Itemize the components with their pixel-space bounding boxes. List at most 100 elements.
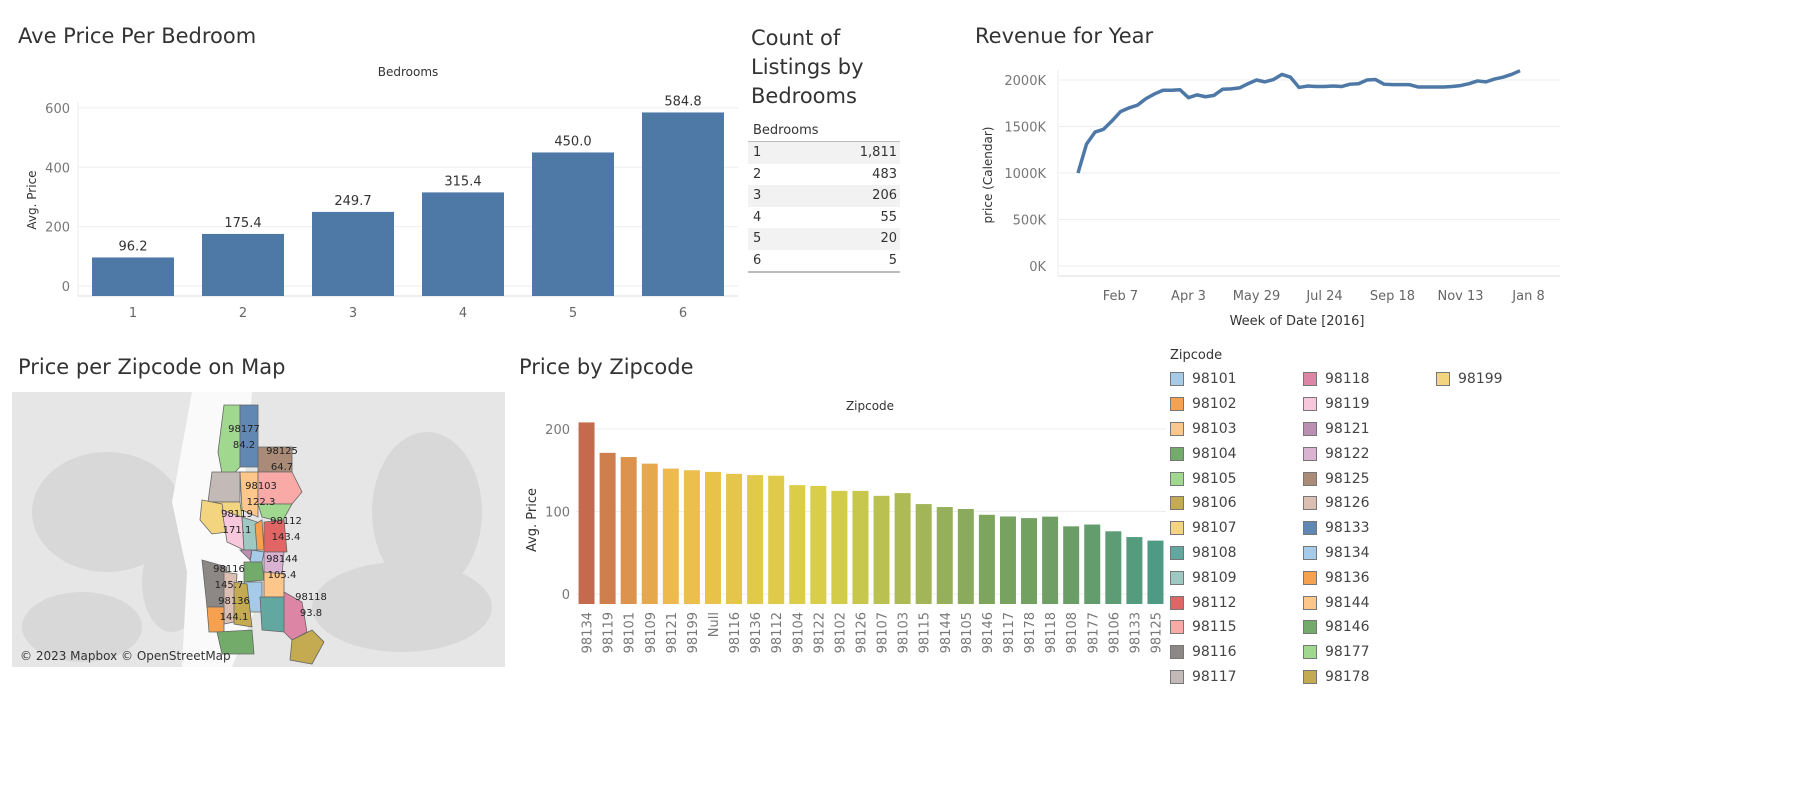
legend-swatch <box>1303 471 1317 486</box>
bar <box>92 257 174 296</box>
x-tick-label: 5 <box>569 306 577 321</box>
y-tick-label: 0 <box>562 588 570 603</box>
y-tick-label: 500K <box>1013 214 1047 229</box>
x-tick-label: 98108 <box>1065 612 1080 653</box>
legend-item[interactable]: 98101 <box>1170 367 1303 392</box>
legend-swatch <box>1170 595 1184 610</box>
legend-swatch <box>1170 421 1184 436</box>
x-tick-label: 4 <box>459 306 467 321</box>
map-zip-label: 98118 <box>295 592 327 603</box>
legend-item[interactable]: 98102 <box>1170 392 1303 417</box>
x-tick-label: 6 <box>679 306 687 321</box>
zipcode-region-98106 <box>233 581 253 628</box>
bar <box>999 516 1016 604</box>
map-zip-label: 98177 <box>228 424 260 435</box>
legend-item[interactable]: 98103 <box>1170 417 1303 442</box>
legend-item[interactable]: 98133 <box>1303 516 1436 541</box>
legend-item[interactable]: 98119 <box>1303 392 1436 417</box>
legend-item[interactable]: 98199 <box>1436 367 1569 392</box>
legend-item[interactable]: 98178 <box>1303 665 1436 690</box>
x-tick-label: Jul 24 <box>1305 289 1342 304</box>
legend-label: 98119 <box>1325 396 1370 413</box>
bar <box>1126 537 1143 604</box>
y-axis-title: price (Calendar) <box>981 126 995 223</box>
map-price-label: 84.2 <box>233 440 255 451</box>
bar-label: 450.0 <box>554 134 591 149</box>
x-tick-label: 98134 <box>581 612 596 653</box>
legend-item[interactable]: 98116 <box>1170 640 1303 665</box>
x-axis-title: Week of Date [2016] <box>1230 314 1365 329</box>
legend-item[interactable]: 98177 <box>1303 640 1436 665</box>
bar <box>1042 516 1059 604</box>
legend-item[interactable]: 98126 <box>1303 491 1436 516</box>
legend-label: 98118 <box>1325 371 1370 388</box>
bar <box>599 452 616 604</box>
x-tick-label: Nov 13 <box>1437 289 1483 304</box>
bar <box>641 463 658 604</box>
bar-label: 96.2 <box>119 239 148 254</box>
bar <box>873 495 890 604</box>
legend-item[interactable]: 98144 <box>1303 590 1436 615</box>
zipcode-region-98112 <box>263 519 288 553</box>
legend-item[interactable]: 98107 <box>1170 516 1303 541</box>
bar <box>683 470 700 604</box>
legend-item[interactable]: 98109 <box>1170 565 1303 590</box>
x-tick-label: 98118 <box>1044 612 1059 653</box>
legend-swatch <box>1303 669 1317 684</box>
map-zip-label: 98144 <box>266 554 298 565</box>
legend-item[interactable]: 98112 <box>1170 590 1303 615</box>
bedrooms-cell: 1 <box>753 145 762 160</box>
legend-item[interactable]: 98134 <box>1303 541 1436 566</box>
revenue-line-chart: price (Calendar) Week of Date [2016] 0K 500… <box>981 69 1560 329</box>
map-zip-label: 98136 <box>218 596 250 607</box>
legend-swatch <box>1170 372 1184 387</box>
legend-label: 98177 <box>1325 644 1370 661</box>
land-shape <box>312 562 492 652</box>
x-tick-label: 98178 <box>1023 612 1038 653</box>
legend-label: 98108 <box>1192 544 1237 561</box>
x-tick-label: Null <box>707 612 722 637</box>
legend-swatch <box>1170 570 1184 585</box>
legend-item[interactable]: 98108 <box>1170 541 1303 566</box>
table-header: Bedrooms <box>748 123 900 142</box>
y-axis-title: Avg. Price <box>25 170 39 229</box>
legend-item[interactable]: 98121 <box>1303 417 1436 442</box>
x-tick-label: 1 <box>129 306 137 321</box>
y-tick-label: 400 <box>45 161 70 176</box>
map-price-label: 64.7 <box>271 462 293 473</box>
y-tick-label: 200 <box>545 423 570 438</box>
legend-item[interactable]: 98117 <box>1170 665 1303 690</box>
bedrooms-cell: 2 <box>753 166 762 182</box>
bar <box>747 475 764 604</box>
legend-item[interactable]: 98136 <box>1303 565 1436 590</box>
legend-item[interactable]: 98125 <box>1303 466 1436 491</box>
legend-item[interactable]: 98106 <box>1170 491 1303 516</box>
map-zip-label: 98116 <box>213 564 245 575</box>
zipcode-region-98103 <box>239 471 259 518</box>
legend-label: 98146 <box>1325 619 1370 636</box>
table-row: 2 483 <box>748 164 900 186</box>
revenue-line <box>1076 69 1521 174</box>
legend-item[interactable]: 98146 <box>1303 615 1436 640</box>
count-cell: 206 <box>872 188 897 203</box>
legend-item[interactable]: 98118 <box>1303 367 1436 392</box>
legend-item[interactable]: 98105 <box>1170 466 1303 491</box>
legend-title: Zipcode <box>1170 348 1223 363</box>
x-tick-label: 98126 <box>854 612 869 653</box>
legend-item[interactable]: 98115 <box>1170 615 1303 640</box>
map-price-label: 93.8 <box>300 608 322 619</box>
bar <box>831 490 848 604</box>
x-tick-label: 98144 <box>939 612 954 653</box>
legend-label: 98103 <box>1192 420 1237 437</box>
zipcode-region-98199 <box>199 499 228 535</box>
zipcode-map[interactable]: 98177 84.2 98125 64.7 98103 122.3 98119 171.1 98… <box>12 392 505 667</box>
bar <box>768 475 785 604</box>
legend-item[interactable]: 98122 <box>1303 441 1436 466</box>
count-cell: 20 <box>880 231 897 246</box>
legend-item[interactable]: 98104 <box>1170 441 1303 466</box>
legend-label: 98144 <box>1325 594 1370 611</box>
bar <box>789 485 806 604</box>
legend-label: 98133 <box>1325 520 1370 537</box>
x-tick-label: Jan 8 <box>1511 289 1544 304</box>
